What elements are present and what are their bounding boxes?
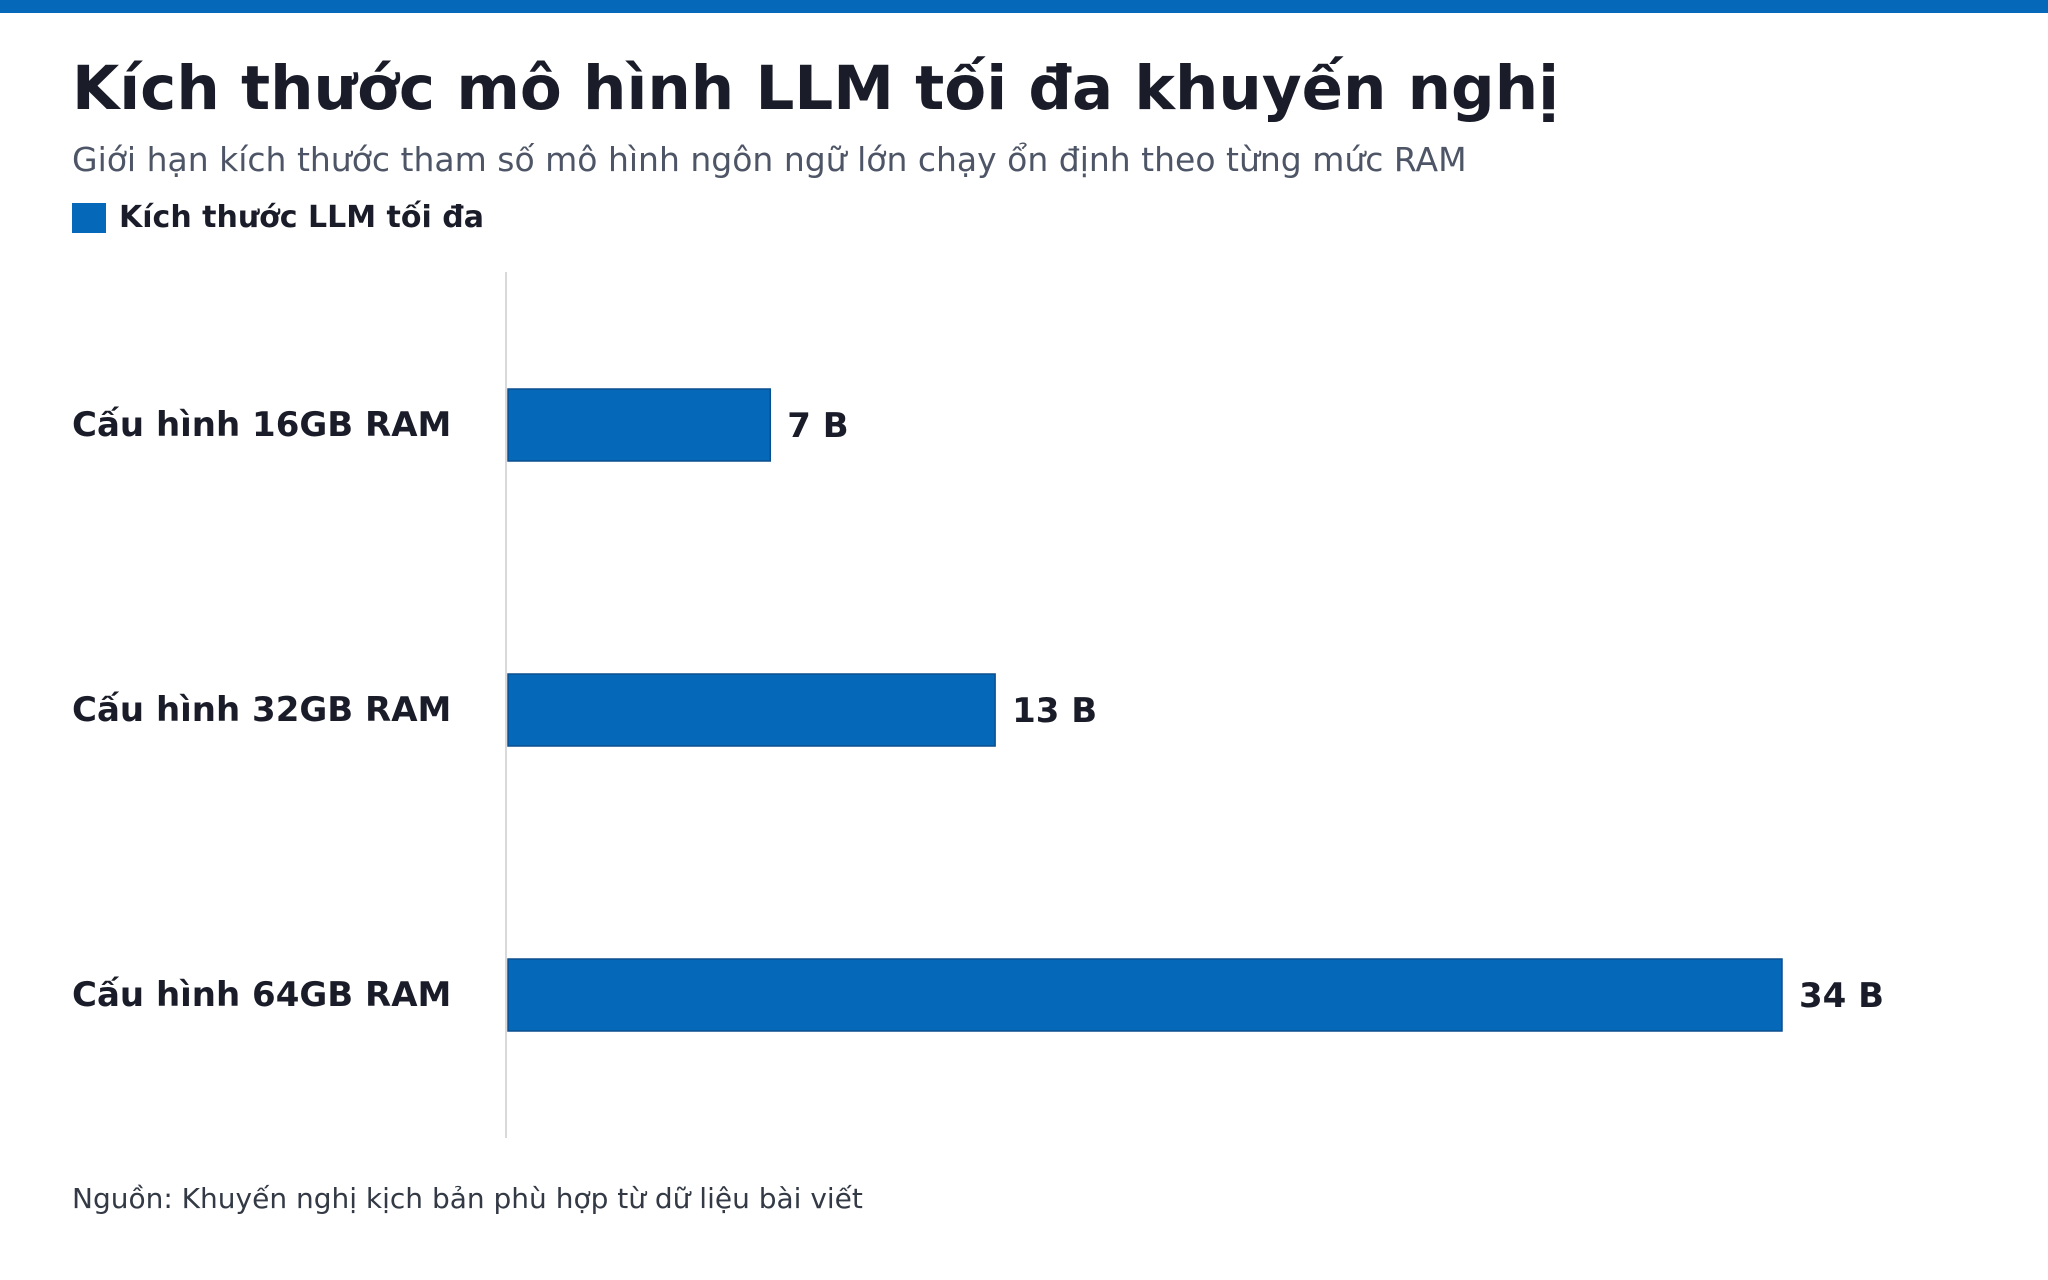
category-label: Cấu hình 64GB RAM [72, 975, 451, 1015]
category-label: Cấu hình 16GB RAM [72, 405, 451, 445]
bar-value-label: 34 B [1799, 976, 1884, 1016]
chart-title: Kích thước mô hình LLM tối đa khuyến ngh… [72, 53, 1560, 124]
bar-chart: Cấu hình 16GB RAM 7 B Cấu hình 32GB RAM 13 … [72, 272, 1884, 1138]
category-label: Cấu hình 32GB RAM [72, 690, 451, 730]
bar [507, 673, 996, 747]
legend: Kích thước LLM tối đa [72, 200, 484, 235]
chart-subtitle: Giới hạn kích thước tham số mô hình ngôn… [72, 140, 1467, 179]
legend-label: Kích thước LLM tối đa [119, 200, 484, 235]
bar-value-label: 13 B [1012, 691, 1097, 731]
top-accent-bar [0, 0, 2048, 13]
bar [507, 388, 772, 462]
source-note: Nguồn: Khuyến nghị kịch bản phù hợp từ d… [72, 1182, 863, 1215]
bar [507, 958, 1783, 1032]
bar-value-label: 7 B [787, 406, 848, 446]
legend-swatch [72, 202, 106, 233]
